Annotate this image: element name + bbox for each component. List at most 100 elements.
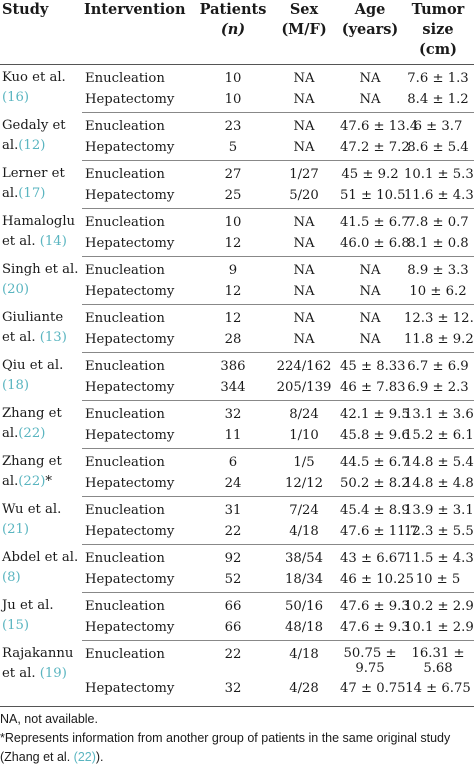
cell-tumor-size: 7.8 ± 0.7 <box>407 215 469 230</box>
reference-link[interactable]: (13) <box>39 329 67 345</box>
header-study: Study <box>0 0 82 65</box>
cell-intervention: Hepatectomy <box>82 233 196 257</box>
cell-age: NA <box>338 89 402 113</box>
cell-patients: 24 <box>196 473 270 497</box>
cell-study: Giuliante et al. (13) <box>2 309 67 345</box>
cell-patients: 344 <box>196 377 270 401</box>
cell-sex: 7/24 <box>289 503 319 518</box>
cell-sex: 4/28 <box>289 681 319 696</box>
cell-age: 45 ± 9.2 <box>341 167 399 182</box>
cell-study: Hamaloglu et al. (14) <box>2 213 76 249</box>
table-row: Zhang et al.(22)* Enucleation 6 1/5 44.5 ± 6… <box>0 449 474 489</box>
cell-sex: 8/24 <box>289 407 319 422</box>
reference-link[interactable]: (14) <box>39 233 67 249</box>
reference-link[interactable]: (21) <box>2 521 30 537</box>
table-row: Zhang et al.(22) Enucleation 32 8/24 42.1 ± … <box>0 401 474 441</box>
table-header: Study Intervention Patients (n) Sex (M/F… <box>0 0 474 65</box>
cell-intervention: Enucleation <box>85 263 165 278</box>
cell-patients: 27 <box>224 167 242 182</box>
cell-tumor-size: 13.9 ± 3.1 <box>404 503 474 518</box>
reference-link[interactable]: (8) <box>2 569 21 585</box>
cell-sex: 5/20 <box>270 185 338 209</box>
reference-link[interactable]: (18) <box>2 377 30 393</box>
table-row: Hepatectomy 32 4/28 47 ± 0.75 14 ± 6.75 <box>0 678 474 699</box>
table-row: Hepatectomy 10 NA NA 8.4 ± 1.2 <box>0 89 474 113</box>
cell-patients: 11 <box>196 425 270 449</box>
cell-study: Kuo et al.(16) <box>2 70 66 105</box>
cell-intervention: Enucleation <box>85 71 165 86</box>
cell-intervention: Hepatectomy <box>82 521 196 545</box>
cell-intervention: Enucleation <box>85 119 165 134</box>
cell-age: 46 ± 10.25 <box>338 569 414 593</box>
table-row: Wu et al.(21) Enucleation 31 7/24 45.4 ± 8.9… <box>0 497 474 537</box>
cell-intervention: Hepatectomy <box>82 425 196 449</box>
cell-sex: 4/18 <box>289 647 319 662</box>
reference-link[interactable]: (12) <box>18 137 46 153</box>
cell-intervention: Enucleation <box>85 407 165 422</box>
cell-sex: NA <box>293 71 315 86</box>
cell-age: 47 ± 0.75 <box>340 681 406 696</box>
cell-sex: NA <box>293 311 315 326</box>
reference-link[interactable]: (20) <box>2 281 30 297</box>
cell-age: 43 ± 6.67 <box>340 551 406 566</box>
cell-sex: NA <box>293 263 315 278</box>
cell-patients: 12 <box>224 311 242 326</box>
cell-age: NA <box>359 311 381 326</box>
reference-link[interactable]: (16) <box>2 90 30 105</box>
header-patients: Patients (n) <box>196 0 270 65</box>
cell-patients: 386 <box>220 359 246 374</box>
cell-patients: 9 <box>228 263 238 278</box>
footnote-reference-link[interactable]: (22) <box>73 750 96 764</box>
reference-link[interactable]: (22) <box>18 425 46 441</box>
cell-intervention: Enucleation <box>85 503 165 518</box>
cell-patients: 28 <box>196 329 270 353</box>
reference-link[interactable]: (17) <box>18 185 46 201</box>
cell-sex: NA <box>293 215 315 230</box>
cell-age: 47.6 ± 13.4 <box>340 119 419 134</box>
cell-study: Wu et al.(21) <box>2 501 62 537</box>
cell-sex: 205/139 <box>270 377 338 401</box>
cell-study: Lerner et al.(17) <box>2 165 65 201</box>
cell-tumor-size: 10 ± 5 <box>402 569 474 593</box>
cell-intervention: Enucleation <box>85 647 165 662</box>
cell-tumor-size: 11.6 ± 4.3 <box>402 185 474 209</box>
table-row: Abdel et al.(8) Enucleation 92 38/54 43 ± 6.… <box>0 545 474 585</box>
cell-patients: 32 <box>224 681 242 696</box>
reference-link[interactable]: (19) <box>39 665 67 681</box>
cell-intervention: Hepatectomy <box>82 473 196 497</box>
table-footnotes: NA, not available. *Represents informati… <box>0 706 474 767</box>
cell-age: NA <box>359 263 381 278</box>
cell-intervention: Hepatectomy <box>82 377 196 401</box>
cell-patients: 25 <box>196 185 270 209</box>
comparison-table-container: Study Intervention Patients (n) Sex (M/F… <box>0 0 474 699</box>
cell-sex: 50/16 <box>284 599 323 614</box>
cell-patients: 66 <box>224 599 242 614</box>
cell-patients: 10 <box>224 71 242 86</box>
cell-study: Ju et al. (15) <box>2 597 54 633</box>
cell-age: 41.5 ± 6.7 <box>340 215 410 230</box>
cell-sex: NA <box>270 137 338 161</box>
table-row: Singh et al.(20) Enucleation 9 NA NA 8.9 ± 3.… <box>0 257 474 297</box>
cell-tumor-size: 12.3 ± 12.9 <box>404 311 474 326</box>
footnote-star: *Represents information from another gro… <box>0 731 451 764</box>
cell-sex: 4/18 <box>270 521 338 545</box>
cell-sex: 18/34 <box>270 569 338 593</box>
table-row: Hepatectomy 22 4/18 47.6 ± 11.7 12.3 ± 5.5 <box>0 521 474 545</box>
cell-age: 45.8 ± 9.6 <box>338 425 410 449</box>
cell-patients: 32 <box>224 407 242 422</box>
reference-link[interactable]: (15) <box>2 617 30 633</box>
reference-link[interactable]: (22) <box>18 473 46 489</box>
cell-age: NA <box>359 71 381 86</box>
cell-tumor-size: 6 ± 3.7 <box>413 119 463 134</box>
cell-study: Rajakannu et al. (19) <box>2 645 74 681</box>
cell-sex: 38/54 <box>284 551 323 566</box>
cell-tumor-size: 10.1 ± 2.9 <box>402 617 474 641</box>
cell-study: Abdel et al.(8) <box>2 549 79 585</box>
cell-age: 46.0 ± 6.8 <box>338 233 410 257</box>
cell-study: Gedaly et al.(12) <box>2 117 66 153</box>
cell-age: 44.5 ± 6.7 <box>340 455 410 470</box>
cell-patients: 31 <box>224 503 242 518</box>
table-row: Giuliante et al. (13) Enucleation 12 NA NA 12… <box>0 305 474 345</box>
cell-intervention: Enucleation <box>85 359 165 374</box>
cell-patients: 5 <box>196 137 270 161</box>
